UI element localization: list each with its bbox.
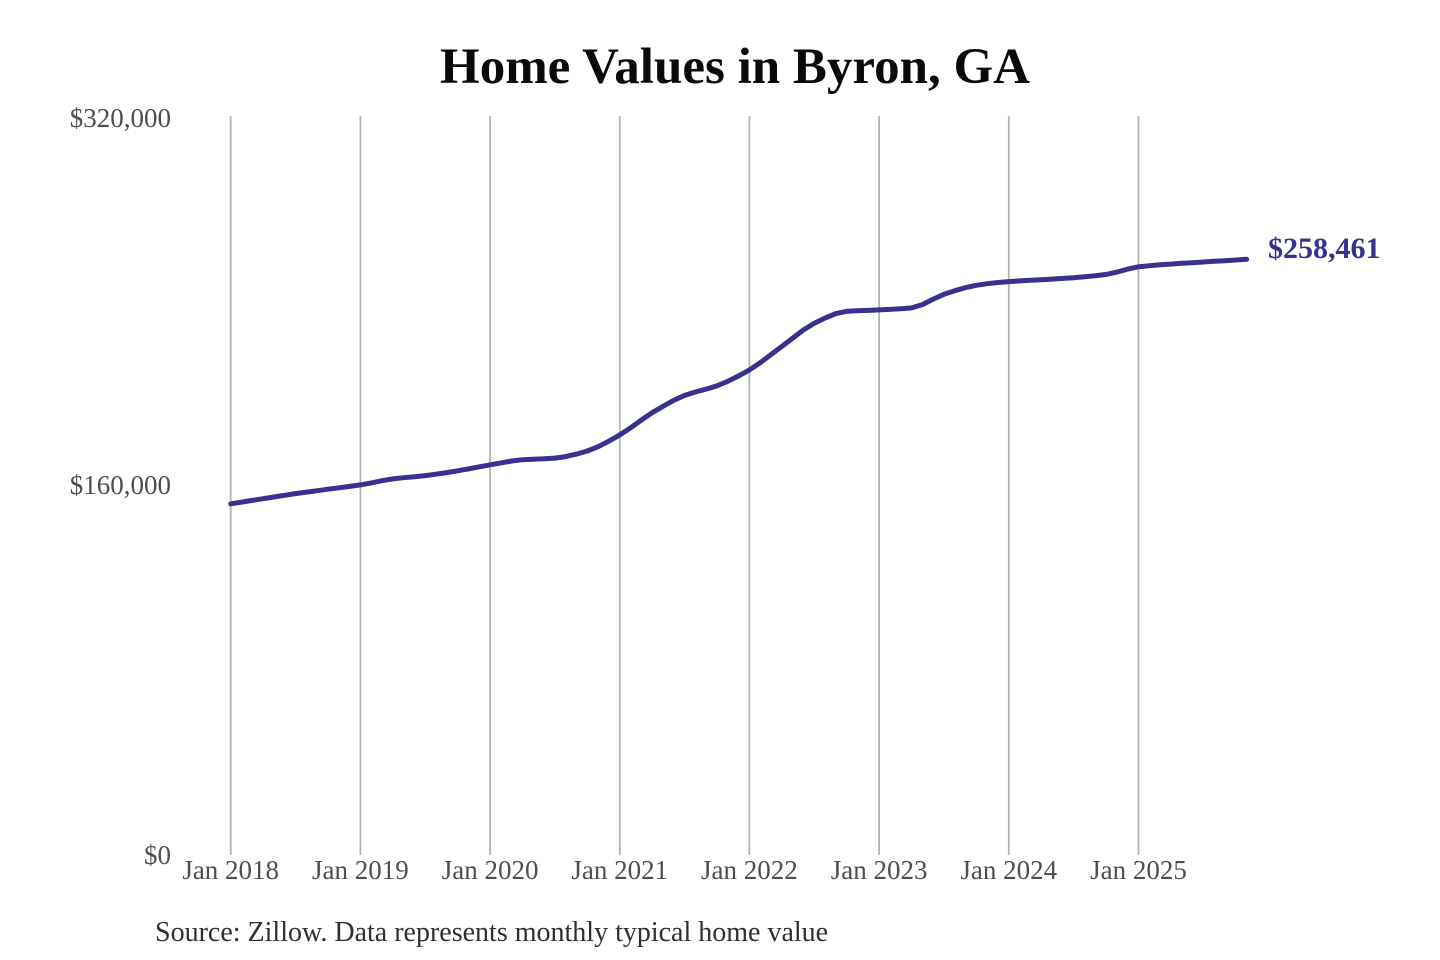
svg-text:$320,000: $320,000 <box>70 103 171 133</box>
svg-text:Jan 2024: Jan 2024 <box>960 855 1057 885</box>
svg-text:$160,000: $160,000 <box>70 470 171 500</box>
svg-text:Jan 2019: Jan 2019 <box>312 855 409 885</box>
svg-text:Source: Zillow. Data represent: Source: Zillow. Data represents monthly … <box>155 917 828 948</box>
svg-text:Jan 2022: Jan 2022 <box>701 855 798 885</box>
svg-text:Home Values in Byron, GA: Home Values in Byron, GA <box>440 39 1030 95</box>
svg-text:Jan 2021: Jan 2021 <box>571 855 668 885</box>
svg-text:$258,461: $258,461 <box>1268 232 1381 265</box>
svg-text:Jan 2023: Jan 2023 <box>831 855 928 885</box>
svg-text:$0: $0 <box>144 840 171 870</box>
svg-text:Jan 2018: Jan 2018 <box>182 855 279 885</box>
svg-text:Jan 2020: Jan 2020 <box>442 855 539 885</box>
svg-text:Jan 2025: Jan 2025 <box>1090 855 1187 885</box>
